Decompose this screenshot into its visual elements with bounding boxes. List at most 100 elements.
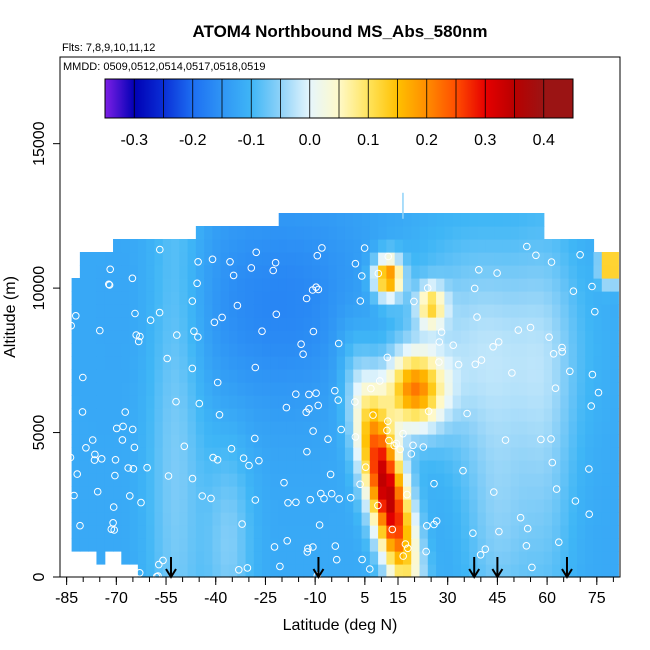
heatmap-cell — [502, 213, 512, 227]
heatmap-cell — [576, 499, 586, 513]
heatmap-cell — [295, 447, 305, 461]
heatmap-cell — [444, 226, 454, 240]
heatmap-cell — [610, 564, 619, 578]
sample-marker — [284, 499, 292, 507]
heatmap-cell — [502, 538, 512, 552]
heatmap-cell — [444, 525, 454, 539]
heatmap-cell — [601, 343, 611, 357]
heatmap-cell — [494, 499, 503, 513]
sample-marker — [235, 566, 243, 574]
heatmap-cell — [527, 330, 537, 344]
heatmap-cell — [411, 473, 421, 487]
colorbar: -0.3 -0.2 -0.1 0.0 0.1 0.2 0.3 0.4 — [104, 78, 574, 149]
sample-marker — [190, 327, 198, 336]
heatmap-cell — [469, 252, 479, 266]
heatmap-cell — [610, 252, 619, 266]
heatmap-cell — [353, 343, 363, 357]
heatmap-cell — [270, 460, 280, 474]
heatmap-cell — [195, 551, 205, 565]
heatmap-cell — [303, 226, 313, 240]
heatmap-cell — [518, 213, 528, 227]
heatmap-cell — [113, 317, 122, 331]
heatmap-cell — [96, 538, 106, 552]
heatmap-cell — [146, 304, 156, 318]
heatmap-cell — [303, 395, 313, 409]
heatmap-cell — [568, 512, 578, 526]
heatmap-cell — [361, 356, 371, 370]
heatmap-cell — [394, 343, 404, 357]
heatmap-cell — [220, 460, 230, 474]
heatmap-cell — [228, 486, 238, 500]
heatmap-cell — [394, 447, 404, 461]
heatmap-cell — [378, 317, 387, 331]
heatmap-cell — [610, 421, 619, 435]
heatmap-cell — [220, 434, 230, 448]
heatmap-cell — [411, 525, 421, 539]
sample-marker — [385, 436, 393, 445]
heatmap-cell — [104, 395, 114, 409]
heatmap-cell — [552, 330, 561, 344]
heatmap-cell — [320, 408, 329, 422]
heatmap-cell — [171, 291, 180, 305]
heatmap-cell — [378, 356, 387, 370]
heatmap-cell — [79, 525, 89, 539]
heatmap-cell — [610, 538, 619, 552]
heatmap-cell — [436, 213, 445, 227]
heatmap-cell — [162, 499, 172, 513]
heatmap-cell — [187, 252, 197, 266]
heatmap-cell — [411, 239, 421, 253]
heatmap-cell — [195, 343, 205, 357]
heatmap-cell — [378, 330, 387, 344]
heatmap-cell — [485, 226, 495, 240]
heatmap-cell — [460, 408, 470, 422]
heatmap-cell — [253, 486, 263, 500]
heatmap-cell — [485, 473, 495, 487]
heatmap-cell — [510, 317, 520, 331]
heatmap-cell — [253, 551, 263, 565]
heatmap-cell — [320, 213, 329, 227]
colorbar-segment — [397, 79, 428, 118]
heatmap-cell — [411, 421, 421, 435]
heatmap-cell — [460, 239, 470, 253]
heatmap-cell — [419, 356, 429, 370]
heatmap-cell — [552, 551, 561, 565]
heatmap-cell — [510, 291, 520, 305]
sample-marker — [227, 444, 236, 453]
sample-marker — [245, 461, 253, 470]
colorbar-segment — [456, 79, 486, 118]
heatmap-cell — [378, 551, 387, 565]
heatmap-cell — [320, 564, 329, 578]
heatmap-cell — [71, 343, 81, 357]
heatmap-cell — [402, 317, 412, 331]
heatmap-cell — [411, 278, 421, 292]
heatmap-cell — [328, 395, 338, 409]
heatmap-cell — [518, 382, 528, 396]
heatmap-cell — [576, 564, 586, 578]
heatmap-cell — [494, 239, 503, 253]
heatmap-cell — [527, 460, 537, 474]
heatmap-cell — [560, 538, 570, 552]
heatmap-cell — [121, 265, 131, 279]
heatmap-cell — [386, 330, 396, 344]
sample-marker — [302, 408, 311, 417]
heatmap-cell — [154, 330, 164, 344]
heatmap-cell — [469, 473, 479, 487]
heatmap-cell — [262, 395, 272, 409]
heatmap-cell — [378, 213, 387, 227]
heatmap-cell — [245, 460, 255, 474]
heatmap-cell — [585, 252, 595, 266]
heatmap-cell — [460, 460, 470, 474]
sample-marker — [172, 397, 180, 406]
sample-marker — [159, 556, 167, 565]
heatmap-cell — [411, 499, 421, 513]
heatmap-cell — [344, 265, 354, 279]
sample-marker — [229, 271, 238, 280]
heatmap-cell — [485, 330, 495, 344]
heatmap-cell — [477, 382, 487, 396]
sample-marker — [522, 542, 531, 550]
heatmap-cell — [245, 499, 255, 513]
heatmap-cell — [228, 252, 238, 266]
heatmap-cell — [510, 369, 520, 383]
heatmap-cell — [601, 564, 611, 578]
